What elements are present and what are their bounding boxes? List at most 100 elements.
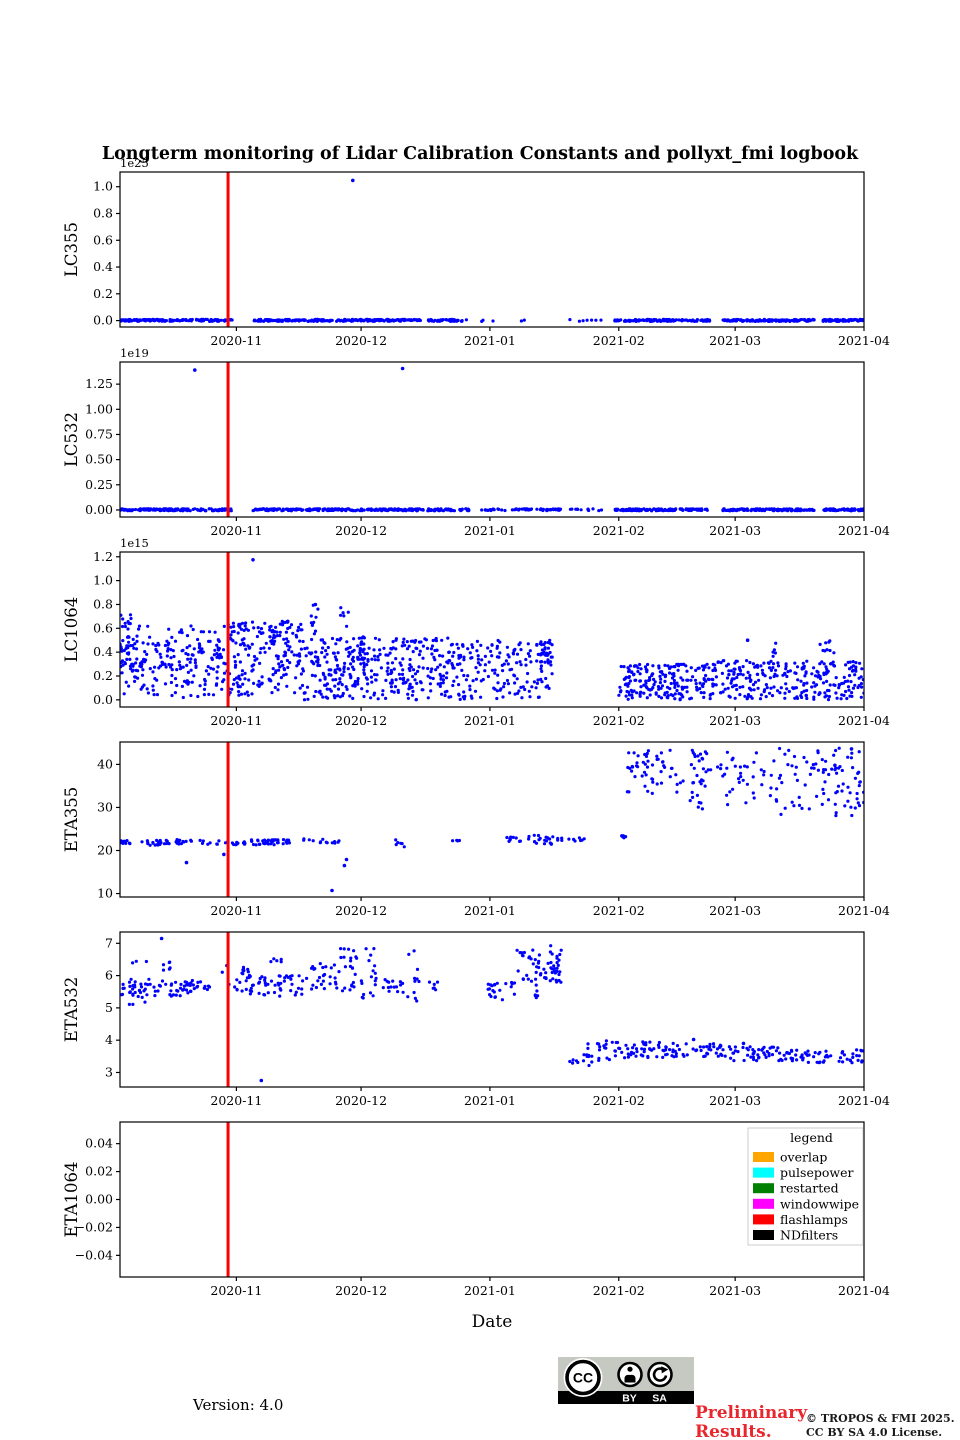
scatter-point xyxy=(237,693,241,697)
scatter-point xyxy=(642,507,646,511)
scatter-point xyxy=(534,977,538,981)
scatter-point xyxy=(349,662,353,666)
scatter-point xyxy=(496,673,500,677)
scatter-point xyxy=(456,646,460,650)
scatter-point xyxy=(536,833,541,838)
scatter-point xyxy=(429,647,433,651)
scatter-point xyxy=(642,1047,647,1051)
scatter-point xyxy=(590,1060,594,1064)
scatter-point xyxy=(124,508,128,512)
scatter-point xyxy=(258,508,262,512)
scatter-point xyxy=(364,947,368,951)
scatter-point xyxy=(624,1043,628,1047)
scatter-point xyxy=(329,966,333,970)
scatter-point xyxy=(360,657,364,661)
scatter-point xyxy=(506,662,510,666)
scatter-point xyxy=(178,663,182,667)
scatter-point xyxy=(769,686,773,690)
scatter-point xyxy=(131,668,135,672)
scatter-point xyxy=(551,835,555,839)
scatter-point xyxy=(810,672,814,676)
scatter-point xyxy=(490,668,495,672)
scatter-point xyxy=(342,955,346,959)
scatter-point xyxy=(768,676,773,680)
copyright-line1: © TROPOS & FMI 2025. xyxy=(806,1412,955,1425)
scatter-point xyxy=(186,991,190,995)
scatter-point xyxy=(824,665,828,669)
scatter-point xyxy=(685,669,689,673)
axes-box xyxy=(119,551,865,708)
scatter-point xyxy=(314,689,318,694)
scatter-point xyxy=(627,675,631,680)
scatter-point xyxy=(369,696,373,700)
scatter-point xyxy=(273,983,277,987)
scatter-point xyxy=(780,781,784,785)
scatter-point xyxy=(666,664,670,668)
scatter-point xyxy=(290,974,294,978)
scatter-point xyxy=(220,687,224,691)
scatter-point xyxy=(146,624,150,628)
scatter-point xyxy=(560,836,564,840)
scatter-point xyxy=(604,1046,608,1050)
scatter-point xyxy=(746,1053,750,1057)
scatter-point xyxy=(415,999,419,1003)
scatter-point xyxy=(619,664,623,669)
scatter-point xyxy=(139,985,144,989)
scatter-point xyxy=(597,1048,602,1052)
scatter-point xyxy=(378,652,382,657)
scatter-point xyxy=(539,640,543,644)
scatter-point xyxy=(736,1050,740,1054)
scatter-point xyxy=(420,688,424,692)
scatter-point xyxy=(339,613,343,617)
scatter-point xyxy=(795,665,800,669)
scatter-point xyxy=(141,641,145,645)
scatter-point xyxy=(821,770,825,775)
scatter-point xyxy=(325,508,329,512)
scatter-point xyxy=(282,668,287,672)
scatter-point xyxy=(235,842,239,846)
y-tick-label: −0.04 xyxy=(75,1247,113,1262)
y-tick-label: 0.2 xyxy=(93,668,113,683)
scatter-point xyxy=(847,688,851,692)
scatter-point xyxy=(801,661,805,665)
scatter-point xyxy=(476,654,480,658)
scatter-point xyxy=(674,773,678,777)
scatter-point xyxy=(429,670,433,674)
scatter-point xyxy=(364,318,368,322)
scatter-point xyxy=(680,319,684,323)
scatter-point xyxy=(555,961,559,965)
scatter-point xyxy=(175,668,179,672)
scatter-point xyxy=(398,980,402,984)
scatter-point xyxy=(748,673,752,677)
scatter-series-LC1064 xyxy=(120,558,864,702)
scatter-point xyxy=(675,688,679,693)
scatter-point xyxy=(350,984,354,988)
scatter-point xyxy=(645,696,649,700)
scatter-point xyxy=(239,692,244,696)
scatter-point xyxy=(263,621,267,625)
scatter-point xyxy=(333,976,337,980)
scatter-point xyxy=(184,839,188,844)
scatter-point xyxy=(491,319,495,323)
scatter-point xyxy=(529,660,533,664)
scatter-point xyxy=(695,688,699,692)
scatter-point xyxy=(275,630,279,634)
scatter-point xyxy=(696,666,700,670)
scatter-point xyxy=(241,968,245,972)
scatter-point xyxy=(667,319,672,323)
scatter-point xyxy=(445,689,449,693)
scatter-point xyxy=(153,989,157,993)
scatter-point xyxy=(299,507,303,511)
scatter-point xyxy=(528,649,532,653)
scatter-outlier xyxy=(833,763,837,768)
scatter-point xyxy=(426,696,430,700)
scatter-point xyxy=(164,982,168,986)
scatter-point xyxy=(495,689,499,693)
scatter-point xyxy=(310,651,314,655)
axes-box xyxy=(119,931,865,1088)
scatter-point xyxy=(735,319,739,323)
scatter-point xyxy=(614,508,618,512)
scatter-point xyxy=(266,991,270,995)
scatter-point xyxy=(783,671,787,676)
scatter-point xyxy=(366,682,370,686)
